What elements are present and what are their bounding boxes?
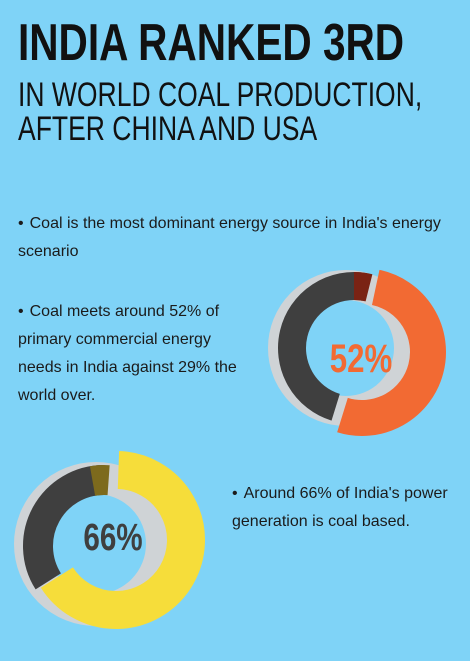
subheadline: IN WORLD COAL PRODUCTION, AFTER CHINA AN… xyxy=(18,78,422,146)
subheadline-line-2: AFTER CHINA AND USA xyxy=(18,110,318,148)
bullet-text-1: Coal is the most dominant energy source … xyxy=(18,215,441,260)
donut-rest-arc xyxy=(23,465,105,590)
bullet-dot: • xyxy=(18,215,24,232)
bullet-point-2: • Coal meets around 52% of primary commer… xyxy=(18,298,258,410)
subheadline-line-1: IN WORLD COAL PRODUCTION, xyxy=(18,76,423,114)
donut-rest-arc xyxy=(278,272,368,421)
donut-chart-66: 66% xyxy=(14,451,205,629)
bullet-point-1: • Coal is the most dominant energy source… xyxy=(18,210,458,266)
donut-chart-52: 52% xyxy=(268,269,446,436)
donut-label-66: 66% xyxy=(83,517,142,559)
bullet-dot: • xyxy=(232,485,238,502)
bullet-point-3: • Around 66% of India's power generation … xyxy=(232,480,452,536)
bullet-dot: • xyxy=(18,303,24,320)
donut-edge-arc xyxy=(353,272,373,302)
bullet-text-2: Coal meets around 52% of primary commerc… xyxy=(18,303,237,404)
bullet-text-3: Around 66% of India's power generation i… xyxy=(232,485,448,530)
headline: INDIA RANKED 3RD xyxy=(18,14,405,72)
donut-value-arc xyxy=(40,451,205,629)
donut-edge-arc xyxy=(89,465,110,496)
donut-value-arc xyxy=(337,269,446,436)
donut-label-52: 52% xyxy=(330,336,392,381)
